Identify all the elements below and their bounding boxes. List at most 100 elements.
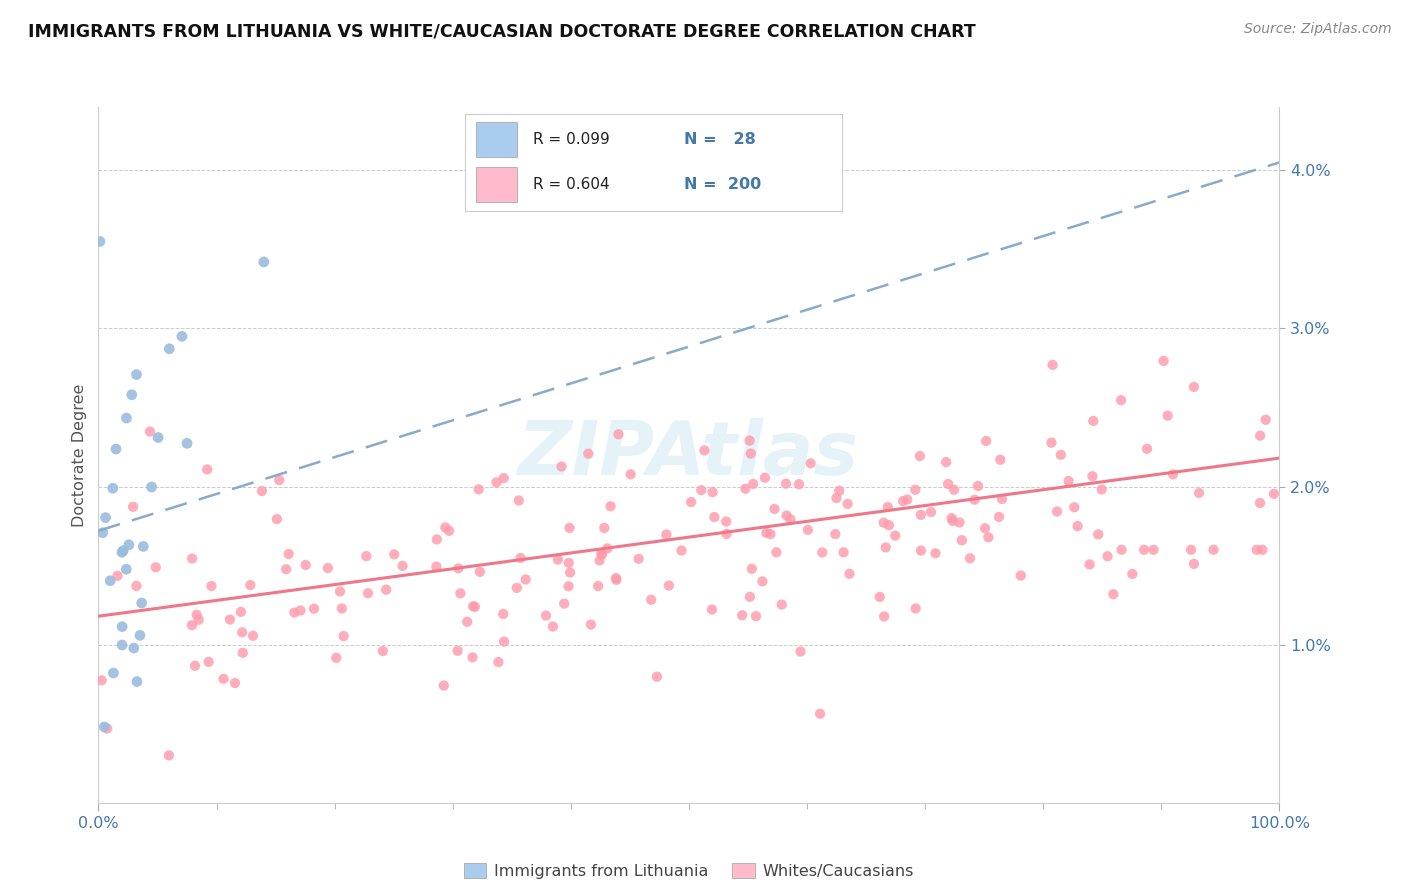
Point [586, 579, 609, 593]
Point [468, 565, 491, 579]
Point [596, 541, 619, 556]
Point [1083, 414, 1105, 428]
Point [253, 255, 276, 269]
Point [593, 521, 616, 535]
Point [541, 619, 564, 633]
Point [1161, 467, 1184, 482]
Point [146, 431, 169, 445]
Point [302, 601, 325, 615]
Point [391, 558, 413, 573]
Point [425, 559, 447, 574]
Point [872, 516, 894, 530]
Point [775, 508, 797, 523]
Point [948, 516, 970, 530]
Point [1081, 469, 1104, 483]
Point [557, 579, 579, 593]
Point [742, 477, 765, 491]
Point [1057, 474, 1080, 488]
Point [988, 452, 1011, 467]
Point [759, 527, 782, 541]
Point [125, 674, 148, 689]
Point [200, 579, 222, 593]
Point [738, 590, 761, 604]
Point [658, 578, 681, 592]
Point [506, 581, 529, 595]
Point [824, 527, 846, 541]
Point [904, 483, 927, 497]
Point [180, 618, 202, 632]
Point [118, 538, 141, 552]
Point [176, 436, 198, 450]
Point [1046, 504, 1069, 518]
Point [1049, 448, 1071, 462]
Point [738, 434, 761, 448]
Point [494, 634, 516, 648]
Point [908, 449, 931, 463]
Point [492, 607, 515, 621]
Point [1091, 483, 1114, 497]
Point [943, 483, 966, 497]
Point [731, 608, 754, 623]
Point [557, 556, 579, 570]
Point [181, 551, 204, 566]
Point [316, 561, 339, 575]
Point [112, 543, 135, 558]
Point [447, 561, 470, 575]
Point [974, 521, 997, 535]
Point [329, 584, 352, 599]
Point [1188, 486, 1211, 500]
Point [1156, 409, 1178, 423]
Point [936, 477, 959, 491]
Point [1249, 496, 1271, 510]
Point [591, 547, 613, 561]
Point [1066, 519, 1088, 533]
Point [770, 598, 793, 612]
Point [463, 599, 485, 614]
Point [266, 512, 288, 526]
Point [693, 443, 716, 458]
Point [486, 655, 509, 669]
Point [129, 628, 152, 642]
Point [1063, 500, 1085, 515]
Point [740, 446, 762, 460]
Point [1010, 568, 1032, 582]
Point [765, 545, 787, 559]
Point [751, 574, 773, 589]
Point [157, 748, 180, 763]
Point [891, 494, 914, 508]
Point [90, 673, 112, 688]
Point [703, 510, 725, 524]
Point [988, 509, 1011, 524]
Legend: Immigrants from Lithuania, Whites/Caucasians: Immigrants from Lithuania, Whites/Caucas… [457, 857, 921, 885]
Point [690, 483, 713, 498]
Point [877, 518, 900, 533]
Point [1040, 435, 1063, 450]
Point [910, 508, 932, 522]
Point [187, 613, 209, 627]
Point [132, 540, 155, 554]
Point [599, 500, 621, 514]
Point [825, 491, 848, 505]
Point [1249, 428, 1271, 442]
Point [1202, 542, 1225, 557]
Point [125, 579, 148, 593]
Point [219, 613, 242, 627]
Point [991, 491, 1014, 506]
Point [576, 447, 599, 461]
Point [745, 609, 768, 624]
Point [229, 605, 252, 619]
Point [605, 573, 627, 587]
Text: IMMIGRANTS FROM LITHUANIA VS WHITE/CAUCASIAN DOCTORATE DEGREE CORRELATION CHART: IMMIGRANTS FROM LITHUANIA VS WHITE/CAUCA… [28, 22, 976, 40]
Point [588, 553, 610, 567]
Point [91, 525, 114, 540]
Text: ZIPAtlas: ZIPAtlas [519, 418, 859, 491]
Point [141, 480, 163, 494]
Point [1246, 542, 1268, 557]
Point [94, 510, 117, 524]
Point [869, 590, 891, 604]
Point [896, 492, 918, 507]
Point [534, 608, 557, 623]
Point [98, 574, 121, 588]
Point [1121, 566, 1143, 581]
Point [492, 471, 515, 485]
